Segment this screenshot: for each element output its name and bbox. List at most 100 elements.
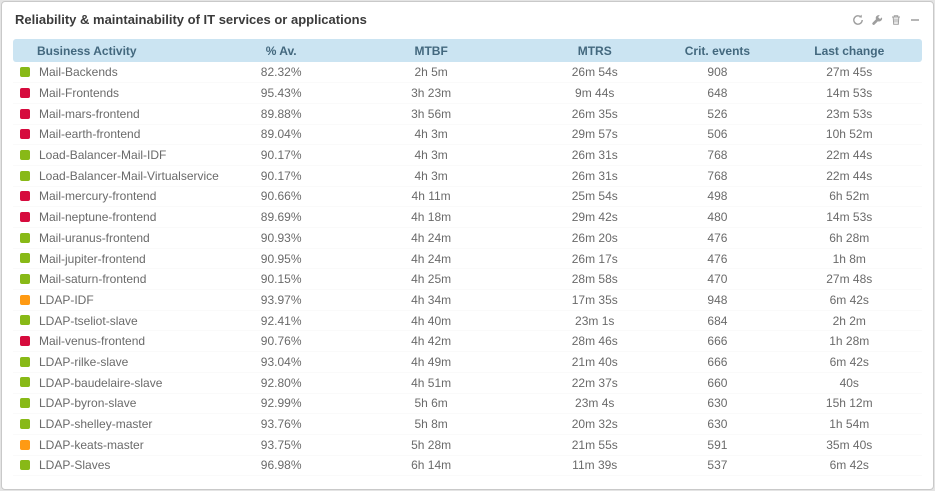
status-green-indicator (20, 274, 30, 285)
cell-last: 22m 44s (776, 144, 922, 166)
business-activity-name: Mail-venus-frontend (39, 334, 146, 349)
column-header-crit[interactable]: Crit. events (658, 39, 777, 62)
business-activity-name: LDAP-tseliot-slave (39, 313, 138, 328)
cell-av: 90.66% (231, 186, 332, 208)
status-red-indicator (20, 211, 30, 222)
cell-business-activity: Mail-venus-frontend (13, 330, 232, 353)
business-activity-name: Mail-neptune-frontend (39, 210, 157, 225)
status-green-indicator (20, 149, 30, 160)
cell-av: 90.17% (231, 165, 332, 187)
business-activity-name: LDAP-Slaves (39, 458, 111, 473)
status-green-indicator (20, 377, 30, 388)
business-activity-name: Mail-jupiter-frontend (39, 251, 146, 266)
business-activity-name: LDAP-shelley-master (39, 417, 153, 432)
business-activity-name: Mail-mars-frontend (39, 106, 140, 121)
cell-av: 90.76% (231, 330, 332, 353)
table-row[interactable]: LDAP-Slaves 96.98% 6h 14m 11m 39s 537 6m 42s (13, 455, 922, 477)
table-row[interactable]: Mail-mars-frontend 89.88% 3h 56m 26m 35s 526… (13, 103, 922, 125)
table-row[interactable]: Load-Balancer-Mail-Virtualservice 90.17% 4… (13, 165, 922, 187)
cell-last: 1h 54m (776, 413, 922, 435)
column-header-av[interactable]: % Av. (231, 39, 332, 62)
status-green-indicator (20, 315, 30, 326)
table-row[interactable]: LDAP-rilke-slave 93.04% 4h 49m 21m 40s 666 6m… (13, 351, 922, 373)
cell-business-activity: Mail-mercury-frontend (13, 186, 232, 208)
status-orange-indicator (20, 294, 30, 305)
status-green-indicator (20, 232, 30, 243)
cell-last: 15h 12m (776, 393, 922, 415)
cell-business-activity: LDAP-Slaves (13, 455, 232, 477)
table-row[interactable]: Mail-mercury-frontend 90.66% 4h 11m 25m 54s… (13, 186, 922, 208)
cell-crit: 666 (658, 330, 777, 353)
table-row[interactable]: Load-Balancer-Mail-IDF 90.17% 4h 3m 26m 31s… (13, 144, 922, 166)
table-row[interactable]: LDAP-baudelaire-slave 92.80% 4h 51m 22m 37s… (13, 372, 922, 394)
status-green-indicator (20, 356, 30, 367)
cell-mtbf: 5h 8m (331, 413, 532, 435)
business-activity-name: LDAP-baudelaire-slave (39, 375, 163, 390)
cell-crit: 660 (658, 372, 777, 394)
table-row[interactable]: LDAP-keats-master 93.75% 5h 28m 21m 55s 591 3… (13, 434, 922, 456)
cell-crit: 498 (658, 186, 777, 208)
widget-toolbar (852, 14, 923, 26)
table-row[interactable]: Mail-neptune-frontend 89.69% 4h 18m 29m 42s… (13, 206, 922, 228)
table-row[interactable]: Mail-Backends 82.32% 2h 5m 26m 54s 908 27m 45… (13, 62, 922, 84)
table-row[interactable]: Mail-earth-frontend 89.04% 4h 3m 29m 57s 506… (13, 124, 922, 146)
cell-business-activity: LDAP-byron-slave (13, 393, 232, 415)
business-activity-name: Mail-uranus-frontend (39, 230, 150, 245)
status-green-indicator (20, 66, 30, 77)
table-body: Mail-Backends 82.32% 2h 5m 26m 54s 908 27m 45… (13, 62, 922, 477)
cell-mtrs: 29m 57s (531, 124, 659, 146)
cell-mtbf: 6h 14m (331, 455, 532, 477)
business-activity-name: LDAP-IDF (39, 292, 94, 307)
column-header-last[interactable]: Last change (776, 39, 922, 62)
cell-crit: 684 (658, 310, 777, 332)
cell-mtrs: 21m 40s (531, 351, 659, 373)
status-green-indicator (20, 460, 30, 471)
cell-business-activity: Load-Balancer-Mail-Virtualservice (13, 165, 232, 187)
cell-last: 1h 8m (776, 248, 922, 270)
table-row[interactable]: LDAP-tseliot-slave 92.41% 4h 40m 23m 1s 684 2… (13, 310, 922, 332)
table-container: Business Activity% Av. MTBF MTRS Crit. even… (2, 35, 933, 477)
cell-crit: 480 (658, 206, 777, 228)
wrench-icon[interactable] (871, 14, 883, 26)
cell-last: 1h 28m (776, 330, 922, 353)
cell-business-activity: LDAP-shelley-master (13, 413, 232, 435)
column-header-mtbf[interactable]: MTBF (331, 39, 532, 62)
trash-icon[interactable] (890, 14, 902, 26)
table-row[interactable]: Mail-Frontends 95.43% 3h 23m 9m 44s 648 14m 5… (13, 82, 922, 104)
table-row[interactable]: Mail-uranus-frontend 90.93% 4h 24m 26m 20s 4… (13, 227, 922, 249)
table-row[interactable]: LDAP-IDF 93.97% 4h 34m 17m 35s 948 6m 42s (13, 289, 922, 311)
table-row[interactable]: Mail-saturn-frontend 90.15% 4h 25m 28m 58s 4… (13, 268, 922, 291)
cell-crit: 666 (658, 351, 777, 373)
business-activity-name: Mail-mercury-frontend (39, 189, 157, 204)
reliability-table: Business Activity% Av. MTBF MTRS Crit. even… (13, 39, 922, 477)
cell-last: 35m 40s (776, 434, 922, 456)
table-row[interactable]: LDAP-byron-slave 92.99% 5h 6m 23m 4s 630 15h … (13, 393, 922, 415)
cell-crit: 948 (658, 289, 777, 311)
table-row[interactable]: Mail-venus-frontend 90.76% 4h 42m 28m 46s 66… (13, 330, 922, 353)
cell-last: 6m 42s (776, 289, 922, 311)
table-row[interactable]: LDAP-shelley-master 93.76% 5h 8m 20m 32s 630… (13, 413, 922, 435)
refresh-icon[interactable] (852, 14, 864, 26)
cell-crit: 768 (658, 165, 777, 187)
cell-mtbf: 4h 3m (331, 165, 532, 187)
cell-business-activity: LDAP-rilke-slave (13, 351, 232, 373)
cell-crit: 526 (658, 103, 777, 125)
table-row[interactable]: Mail-jupiter-frontend 90.95% 4h 24m 26m 17s… (13, 248, 922, 270)
cell-av: 93.04% (231, 351, 332, 373)
column-header-name[interactable]: Business Activity (13, 39, 232, 62)
cell-crit: 768 (658, 144, 777, 166)
cell-business-activity: Mail-jupiter-frontend (13, 248, 232, 270)
business-activity-name: Load-Balancer-Mail-Virtualservice (39, 168, 219, 183)
cell-crit: 470 (658, 268, 777, 291)
cell-av: 90.95% (231, 248, 332, 270)
cell-crit: 648 (658, 82, 777, 104)
collapse-icon[interactable] (909, 14, 921, 26)
cell-crit: 591 (658, 434, 777, 456)
column-header-mtrs[interactable]: MTRS (531, 39, 659, 62)
cell-crit: 630 (658, 393, 777, 415)
business-activity-name: Mail-Frontends (39, 86, 120, 101)
cell-mtrs: 23m 1s (531, 310, 659, 332)
cell-last: 2h 2m (776, 310, 922, 332)
cell-last: 23m 53s (776, 103, 922, 125)
business-activity-name: LDAP-keats-master (39, 437, 144, 452)
